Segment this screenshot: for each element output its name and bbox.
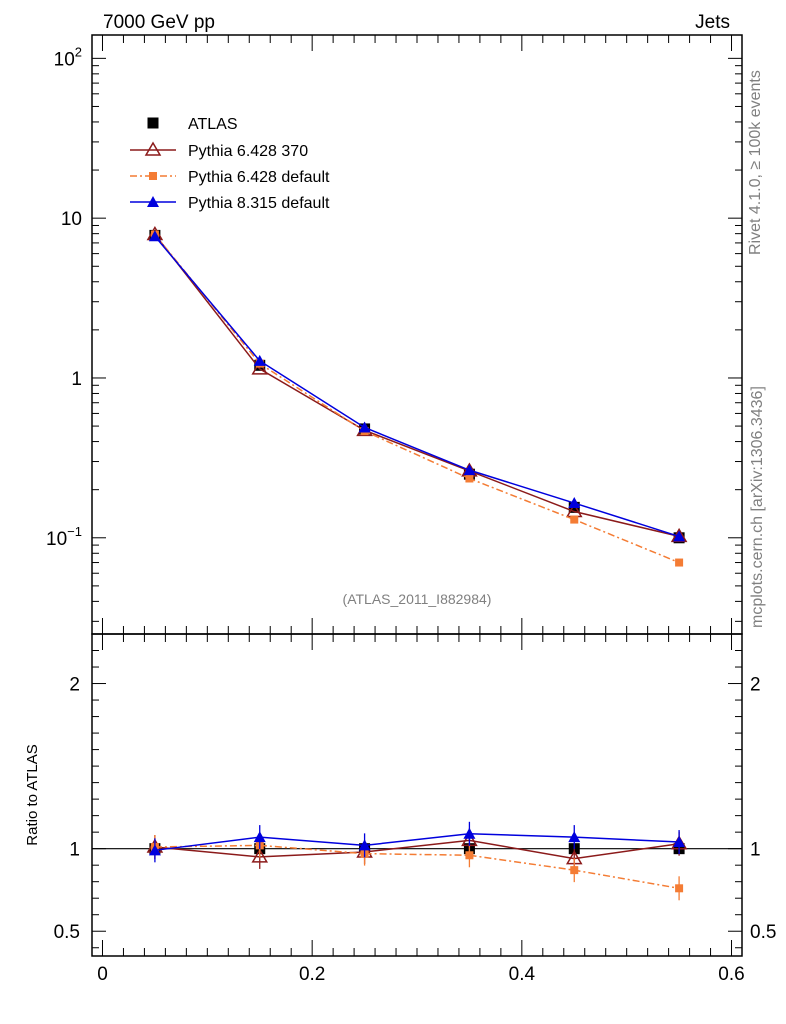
main-data-point [568, 497, 581, 509]
main-series-0 [149, 229, 685, 544]
ratio-y-axis-label: Ratio to ATLAS [24, 744, 41, 845]
ratio-data-point [673, 836, 686, 848]
main-data-point [253, 354, 266, 366]
ratio-data-point [463, 827, 476, 839]
ratio-y-tick-label-right: 1 [750, 840, 761, 861]
legend: ATLAS Pythia 6.428 370 Pythia 6.428 defa… [130, 116, 330, 212]
legend-label-pythia6-default: Pythia 6.428 default [188, 169, 330, 186]
ratio-axis-ticks [92, 633, 742, 949]
ratio-panel-frame [91, 633, 743, 957]
main-series-line [154, 234, 680, 538]
header-left: 7000 GeV pp [103, 12, 215, 33]
x-tick-label: 0 [97, 964, 108, 985]
main-series-line [154, 234, 680, 564]
main-y-tick-label: 10 [61, 209, 82, 230]
ratio-data-point [465, 851, 474, 860]
ratio-series-3 [148, 821, 686, 863]
main-series-1 [146, 226, 688, 543]
legend-entry-atlas: ATLAS [147, 116, 238, 133]
ratio-y-tick-label-right: 2 [750, 675, 761, 696]
main-data-point [675, 558, 684, 567]
legend-entry-pythia8-default: Pythia 8.315 default [130, 195, 330, 212]
ratio-y-tick-labels: 0.5 0.5 1 1 2 2 [54, 675, 777, 944]
main-data-point [251, 360, 269, 375]
ratio-series-line [154, 833, 680, 852]
main-data-point [673, 530, 686, 542]
ratio-y-tick-label: 2 [69, 675, 80, 696]
legend-marker [147, 117, 159, 129]
ratio-series-1 [146, 828, 688, 871]
legend-entry-pythia6-default: Pythia 6.428 default [130, 169, 330, 186]
ratio-y-tick-label-right: 0.5 [750, 922, 776, 943]
x-axis-ticks [101, 35, 733, 956]
main-axis-ticks [92, 57, 742, 622]
x-tick-labels: 0 0.2 0.4 0.6 [97, 964, 745, 985]
legend-marker [149, 172, 157, 180]
ratio-data-point [253, 831, 266, 843]
ratio-data-point [570, 866, 579, 875]
main-data-point [358, 421, 371, 433]
ratio-series-layer [146, 821, 688, 901]
main-series-2 [150, 230, 684, 567]
main-data-point [465, 474, 474, 483]
legend-label-pythia6-370: Pythia 6.428 370 [188, 143, 308, 160]
x-tick-label: 0.2 [299, 964, 325, 985]
main-y-tick-label: 1 [71, 369, 82, 390]
ratio-series-2 [150, 833, 684, 901]
ratio-y-tick-label: 0.5 [54, 922, 80, 943]
main-data-point [570, 515, 579, 524]
ratio-data-point [251, 848, 269, 863]
ratio-series-line [154, 844, 680, 890]
legend-entry-pythia6-370: Pythia 6.428 370 [130, 141, 308, 160]
main-y-tick-label: 10−1 [46, 524, 82, 550]
legend-marker [147, 196, 159, 207]
legend-marker [144, 141, 162, 156]
analysis-reference-label: (ATLAS_2011_I882984) [343, 591, 492, 607]
ratio-data-point [358, 839, 371, 851]
mcplots-site-label: mcplots.cern.ch [arXiv:1306.3436] [749, 386, 766, 628]
ratio-data-point [568, 831, 581, 843]
main-data-point [463, 464, 476, 476]
main-series-3 [148, 230, 686, 542]
main-series-line [154, 235, 680, 538]
main-y-tick-label: 102 [54, 44, 82, 70]
header-right: Jets [695, 12, 730, 33]
ratio-y-tick-label: 1 [69, 840, 80, 861]
ratio-data-point [675, 884, 684, 893]
x-tick-label: 0.4 [509, 964, 536, 985]
rivet-version-label: Rivet 4.1.0, ≥ 100k events [747, 70, 764, 255]
x-tick-label: 0.6 [718, 964, 744, 985]
ratio-series-line [154, 839, 680, 860]
main-data-point [148, 230, 161, 242]
main-series-layer [146, 226, 688, 567]
main-y-tick-labels: 10−1 1 10 102 [46, 44, 82, 549]
ratio-data-point [148, 844, 161, 856]
legend-label-pythia8-default: Pythia 8.315 default [188, 195, 330, 212]
legend-label-atlas: ATLAS [188, 116, 238, 133]
